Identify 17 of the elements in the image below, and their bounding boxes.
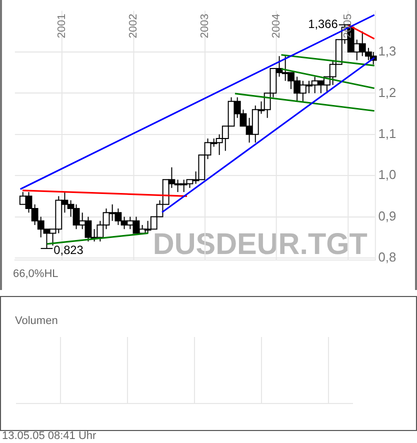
y-tick-label: 1,1 xyxy=(378,126,396,141)
y-tick-label: 1,3 xyxy=(378,44,396,59)
y-tick-label: 0,9 xyxy=(378,208,396,224)
empty-volume-panel: Volumen xyxy=(0,296,417,431)
text: 13.05.05 08:41 Uhr xyxy=(2,430,96,442)
annotation: 0,823 xyxy=(54,242,84,257)
y-tick-label: 1,0 xyxy=(378,167,396,182)
annotation: 1,366 xyxy=(308,17,338,32)
x-tick-label: 2005 xyxy=(342,14,354,38)
text: 66,0%HL xyxy=(13,268,58,280)
x-tick-label: 2003 xyxy=(199,14,212,38)
x-tick-label: 2001 xyxy=(56,14,68,38)
x-tick-label: 2002 xyxy=(128,14,140,38)
y-tick-label: 0,8 xyxy=(378,249,396,265)
annotation: DUSDEUR.TGT xyxy=(152,228,368,262)
x-tick-label: 2004 xyxy=(270,14,283,38)
y-tick-label: 1,2 xyxy=(378,84,396,100)
